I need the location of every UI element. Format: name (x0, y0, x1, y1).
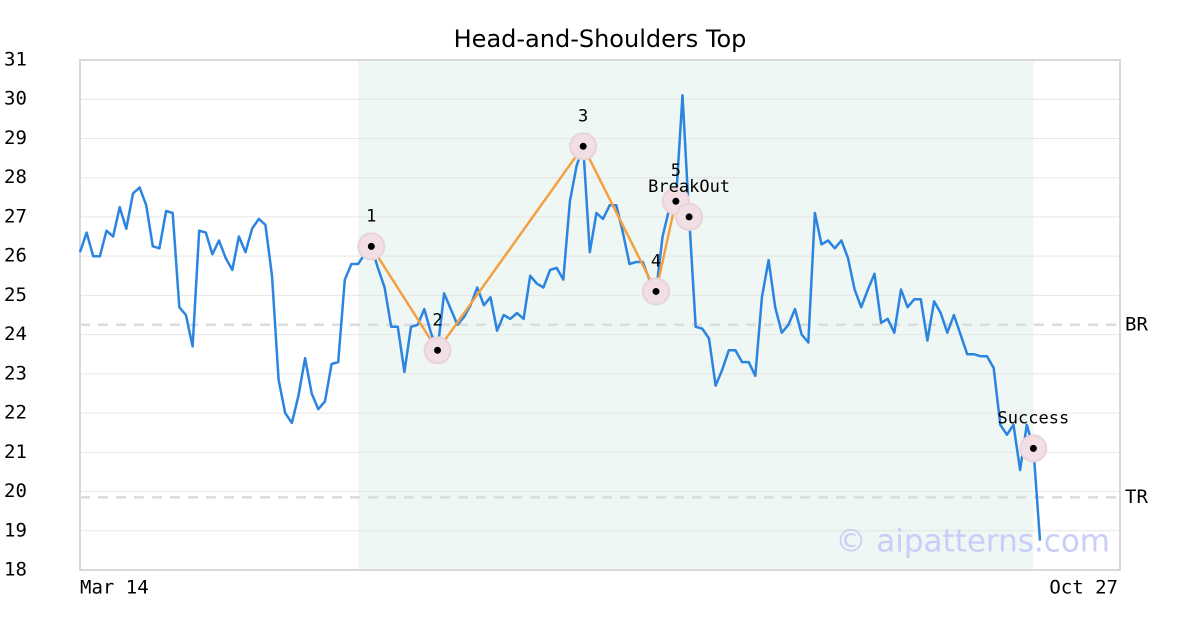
marker-dot (434, 346, 442, 354)
y-tick-label: 28 (4, 166, 27, 188)
y-tick-label: 23 (4, 362, 27, 384)
level-label: BR (1125, 313, 1148, 335)
y-tick-label: 24 (4, 323, 27, 345)
marker-label: 1 (366, 206, 376, 226)
y-tick-label: 30 (4, 88, 27, 110)
marker-label: 3 (578, 106, 588, 126)
marker-dot (367, 242, 375, 250)
marker-label: Success (998, 408, 1070, 428)
marker-dot (672, 197, 680, 205)
watermark: © aipatterns.com (835, 524, 1110, 560)
y-tick-label: 26 (4, 245, 27, 267)
price-line (78, 94, 1042, 541)
marker-dot (1029, 444, 1037, 452)
plot-frame (79, 59, 1121, 571)
chart-title: Head-and-Shoulders Top (454, 25, 747, 53)
y-tick-label: 19 (4, 519, 27, 541)
marker-label: 2 (432, 310, 442, 330)
y-tick-label: 18 (4, 559, 27, 581)
y-tick-label: 27 (4, 205, 27, 227)
y-tick-label: 29 (4, 127, 27, 149)
marker-dot (685, 213, 693, 221)
marker-dot (652, 287, 660, 295)
marker-label: BreakOut (648, 177, 730, 197)
x-tick-label: Oct 27 (1049, 577, 1118, 599)
y-tick-label: 22 (4, 402, 27, 424)
y-tick-label: 25 (4, 284, 27, 306)
y-tick-label: 20 (4, 480, 27, 502)
level-label: TR (1125, 486, 1148, 508)
marker-label: 4 (651, 251, 661, 271)
marker-dot (579, 142, 587, 150)
x-tick-label: Mar 14 (80, 577, 149, 599)
marker-label: 5 (671, 161, 681, 181)
y-tick-label: 21 (4, 441, 27, 463)
y-tick-label: 31 (4, 49, 27, 71)
